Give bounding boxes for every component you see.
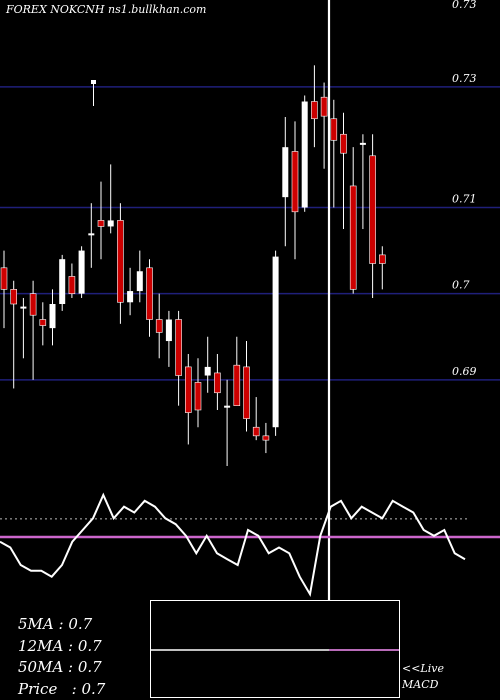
candle-body (282, 147, 289, 198)
chart-title: FOREX NOKCNH ns1.bullkhan.com (6, 3, 207, 16)
candle-body (340, 133, 347, 154)
candle-body (91, 80, 96, 84)
candle-body (175, 319, 182, 376)
candle-body (20, 306, 27, 309)
y-tick-label: 0.71 (452, 192, 477, 205)
candle-body (97, 220, 105, 227)
y-tick-label: 0.73 (452, 72, 477, 85)
ma-legend: 5MA : 0.7 12MA : 0.7 50MA : 0.7 Price : … (18, 614, 105, 700)
candle-body (155, 319, 163, 333)
candle-body (107, 220, 114, 227)
live-link[interactable]: <<Live (402, 662, 444, 675)
legend-ma5: 5MA : 0.7 (18, 615, 93, 633)
candle-body (68, 276, 76, 294)
legend-ma50: 50MA : 0.7 (18, 658, 102, 676)
candle-body (39, 319, 47, 326)
candle-body (291, 151, 299, 213)
macd-line (0, 492, 466, 598)
candle-body (59, 259, 66, 305)
candle-body (243, 366, 250, 419)
candle-body (330, 118, 338, 141)
candle-body (10, 289, 17, 305)
candle-body (78, 250, 85, 294)
y-tick-label: 0.69 (452, 365, 477, 378)
macd-label: MACD (402, 678, 439, 691)
candle-body (194, 382, 202, 411)
candle-body (127, 291, 134, 303)
candle-body (204, 366, 211, 376)
candle-body (378, 254, 386, 264)
legend-ma12: 12MA : 0.7 (18, 636, 102, 655)
candle-body (165, 319, 172, 342)
candle-body (88, 233, 95, 236)
candle-body (117, 220, 124, 303)
y-tick-label: 0.7 (452, 279, 470, 292)
candle-body (146, 267, 153, 320)
candle-body (29, 293, 37, 316)
candle-body (369, 155, 376, 264)
candle-body (262, 435, 270, 441)
candle-body (224, 405, 231, 408)
info-box (150, 600, 400, 698)
candle-body (185, 366, 192, 413)
candle-body (214, 372, 221, 394)
candle-body (349, 185, 357, 290)
candle-body (233, 364, 241, 406)
candle-body (301, 101, 308, 208)
candle-body (0, 267, 8, 290)
candle-body (359, 142, 366, 145)
info-box-fill (150, 600, 400, 698)
candle-body (320, 96, 328, 117)
candle-body (272, 256, 279, 428)
live-label-block[interactable]: <<Live MACD (402, 661, 444, 693)
candle-body (136, 271, 143, 292)
candle-body (49, 304, 56, 329)
candle-body (311, 101, 318, 120)
legend-price: Price : 0.7 (18, 679, 106, 698)
y-tick-label: 0.73 (452, 0, 477, 11)
candle-body (252, 426, 260, 437)
